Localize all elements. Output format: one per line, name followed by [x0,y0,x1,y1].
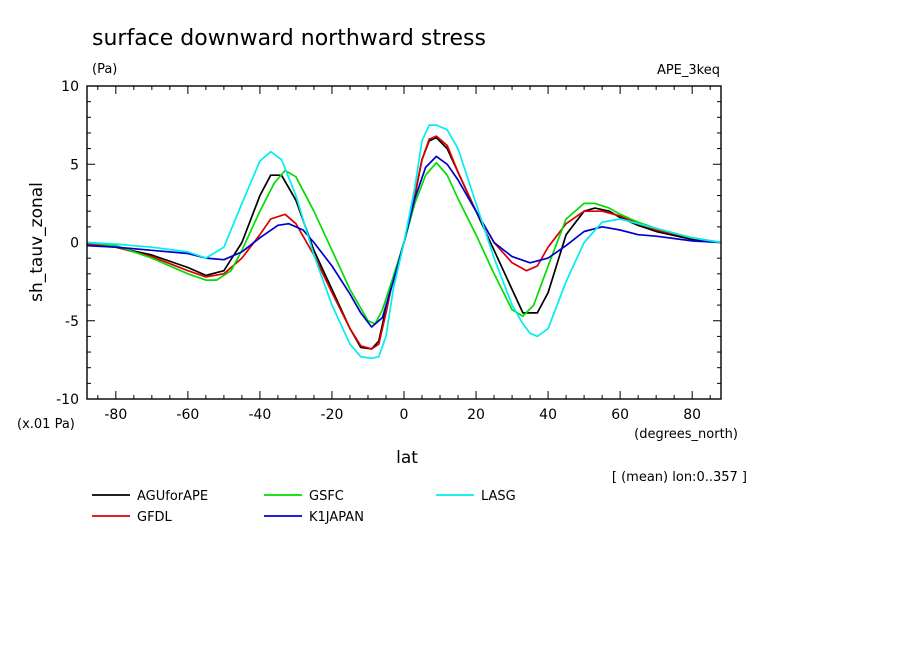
x-tick-label: 40 [539,407,557,423]
y-tick-label: 5 [70,157,79,173]
x-tick-label: -80 [104,407,127,423]
y-axis-label: sh_tauv_zonal [27,182,47,302]
x-tick-label: 80 [683,407,701,423]
legend-label: GFDL [137,510,173,525]
units-label: (Pa) [92,62,117,77]
chart-title: surface downward northward stress [92,26,486,51]
y-tick-label: 0 [70,236,79,252]
legend: AGUforAPE GSFC LASG GFDL K1JAPAN [92,489,516,525]
legend-label: LASG [481,489,516,504]
subset-note: [ (mean) lon:0..357 ] [612,470,747,485]
legend-label: K1JAPAN [309,510,364,525]
x-tick-label: 20 [467,407,485,423]
x-units-label: (degrees_north) [634,427,738,442]
y-tick-label: 10 [61,79,79,95]
y-tick-label: -10 [56,392,79,408]
experiment-label: APE_3keq [657,63,720,78]
x-tick-label: -60 [176,407,199,423]
x-tick-label: 60 [611,407,629,423]
x-axis-label: lat [396,448,418,468]
axis-ticks: -80 -60 -40 -20 0 20 40 60 80 -10 -5 0 5 10 [56,79,721,423]
series-lines [86,124,722,360]
x-tick-label: -40 [248,407,271,423]
y-scale-note: (x.01 Pa) [17,417,75,432]
x-tick-label: -20 [321,407,344,423]
legend-label: AGUforAPE [137,489,208,504]
plot-frame [86,85,722,400]
series-line-lasg [86,124,722,360]
y-tick-label: -5 [65,314,79,330]
legend-label: GSFC [309,489,344,504]
x-tick-label: 0 [400,407,409,423]
